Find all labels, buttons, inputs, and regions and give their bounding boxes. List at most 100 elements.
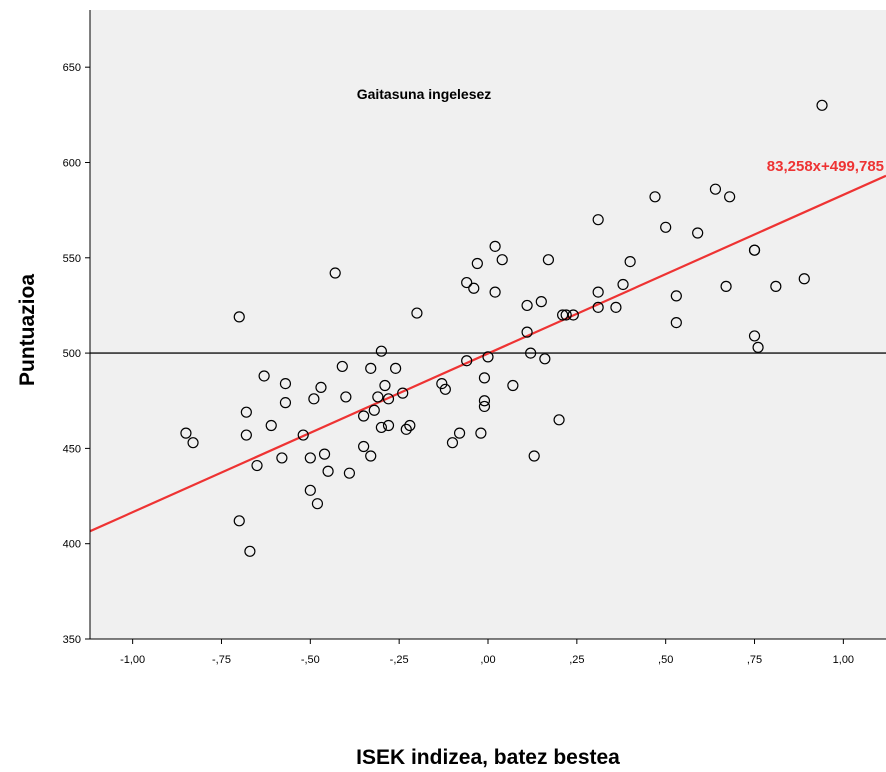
data-point xyxy=(382,393,395,405)
x-tick-label: 1,00 xyxy=(833,654,854,666)
data-point xyxy=(478,395,491,407)
data-point xyxy=(461,276,473,289)
data-point xyxy=(610,301,622,313)
data-point xyxy=(475,427,487,439)
data-point xyxy=(478,400,491,413)
data-point xyxy=(528,450,540,462)
data-point xyxy=(315,381,327,393)
data-point xyxy=(461,355,473,367)
data-point xyxy=(368,404,380,416)
data-point xyxy=(375,421,387,434)
x-tick-label: ,25 xyxy=(569,654,584,666)
y-tick-label: 550 xyxy=(63,253,81,265)
x-tick-label: -,50 xyxy=(301,654,320,666)
data-point xyxy=(560,309,572,321)
data-point xyxy=(709,183,722,195)
fit-line xyxy=(90,174,886,533)
data-point xyxy=(535,296,547,308)
data-point xyxy=(592,301,604,313)
data-point xyxy=(379,379,391,392)
data-point xyxy=(482,351,494,363)
data-point xyxy=(308,393,320,405)
data-point xyxy=(798,273,810,285)
data-point xyxy=(244,545,256,557)
y-axis-title: Puntuazioa xyxy=(16,274,39,386)
data-point xyxy=(372,391,384,403)
data-point xyxy=(752,341,764,353)
data-point xyxy=(670,316,682,329)
data-point xyxy=(624,256,636,268)
data-point xyxy=(489,240,501,252)
y-tick-label: 350 xyxy=(63,634,81,646)
data-point xyxy=(340,391,352,403)
data-point xyxy=(390,362,402,374)
data-point xyxy=(542,254,555,266)
data-point xyxy=(670,290,682,302)
data-point xyxy=(400,423,412,435)
data-point xyxy=(240,406,252,418)
data-point xyxy=(297,429,309,441)
data-point xyxy=(336,360,348,373)
plot-area xyxy=(90,10,886,639)
fit-line-label: 83,258x+499,785 xyxy=(767,158,884,175)
data-point xyxy=(382,419,395,432)
data-point xyxy=(724,191,736,203)
data-point xyxy=(748,330,761,342)
x-tick-label: -1,00 xyxy=(120,654,145,666)
data-point xyxy=(816,99,828,111)
data-point xyxy=(240,429,252,441)
x-tick-label: ,50 xyxy=(658,654,673,666)
x-tick-label: ,75 xyxy=(747,654,762,666)
annotation-text: Gaitasuna ingelesez xyxy=(357,86,492,102)
data-point xyxy=(770,280,782,292)
data-point xyxy=(720,280,732,292)
data-point xyxy=(265,419,277,432)
data-point xyxy=(276,452,288,464)
data-point xyxy=(180,427,192,439)
data-point xyxy=(233,515,245,527)
data-point xyxy=(471,257,483,270)
x-tick-label: -,25 xyxy=(390,654,409,666)
y-tick-label: 500 xyxy=(63,348,81,360)
data-point xyxy=(365,450,377,462)
data-point xyxy=(649,191,661,203)
data-point xyxy=(478,372,491,384)
x-axis-title: ISEK indizea, batez bestea xyxy=(356,746,620,769)
data-point xyxy=(258,370,270,382)
data-point xyxy=(304,484,316,496)
data-point xyxy=(375,345,387,357)
data-point xyxy=(343,467,356,479)
data-point xyxy=(329,267,341,279)
data-point xyxy=(365,362,377,374)
data-point xyxy=(411,307,423,319)
data-point xyxy=(748,244,761,256)
data-point xyxy=(358,410,370,422)
x-tick-label: -,75 xyxy=(212,654,231,666)
y-tick-label: 450 xyxy=(63,443,81,455)
data-point xyxy=(592,286,604,298)
data-point xyxy=(251,459,263,472)
data-point xyxy=(279,397,292,409)
data-point xyxy=(397,387,409,399)
data-point xyxy=(692,227,704,239)
data-point xyxy=(187,437,199,449)
data-point xyxy=(322,465,334,477)
data-point xyxy=(446,437,459,449)
data-point xyxy=(279,377,292,390)
data-point xyxy=(521,326,533,338)
data-point xyxy=(311,498,324,510)
data-point xyxy=(404,419,416,432)
data-point xyxy=(507,379,519,392)
y-tick-label: 650 xyxy=(63,62,81,74)
data-point xyxy=(553,414,565,426)
data-point xyxy=(525,347,537,359)
x-tick-label: ,00 xyxy=(480,654,495,666)
data-point xyxy=(521,299,533,312)
data-point xyxy=(539,353,551,365)
data-point xyxy=(436,377,448,390)
data-point xyxy=(358,440,370,453)
y-tick-label: 600 xyxy=(63,157,81,169)
data-point xyxy=(660,221,672,233)
data-point xyxy=(233,311,245,323)
